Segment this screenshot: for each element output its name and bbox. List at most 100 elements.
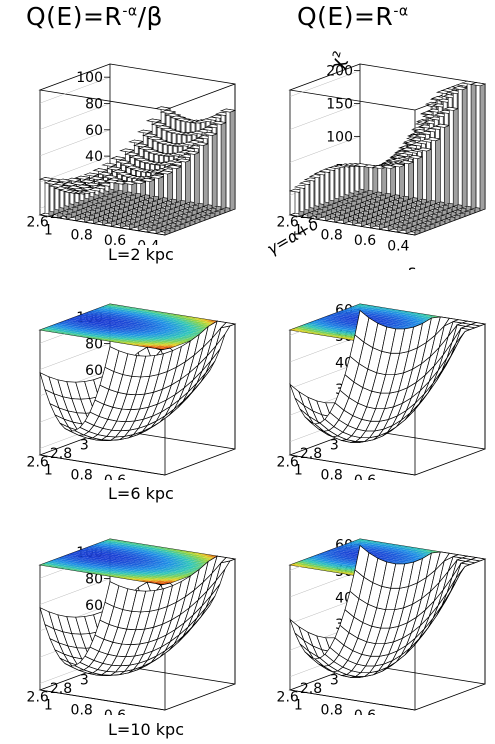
heatmap-cell [303,562,313,565]
heatmap-cell [132,317,143,320]
heatmap-cell [130,563,141,566]
heatmap-cell [102,308,112,312]
heatmap-cell [165,315,176,318]
heatmap-cell [92,544,103,547]
heatmap-cell [184,566,195,569]
heatmap-cell [108,326,118,329]
heatmap-cell [176,576,186,579]
heatmap-cell [368,309,378,312]
heatmap-cell [380,546,391,549]
heatmap-cell [131,572,142,576]
heatmap-cell [407,321,418,324]
heatmap-cell [105,559,116,562]
heatmap-cell [156,576,167,580]
heatmap-cell [343,553,354,556]
heatmap-cell [137,342,147,345]
heatmap-cell [337,569,347,572]
heatmap-cell [154,557,164,561]
heatmap-cell [126,551,137,554]
heatmap-cell [172,577,183,580]
heatmap-cell [88,565,98,569]
heatmap-cell [90,571,100,574]
heatmap-cell [399,314,410,317]
heatmap-cell [43,562,54,565]
delta-tick-label: 0.6 [354,473,376,480]
heatmap-cell [86,324,96,328]
heatmap-cell [381,543,392,546]
heatmap-cell [139,566,150,569]
heatmap-cell [162,329,173,332]
heatmap-cell [365,307,376,310]
heatmap-cell [52,330,63,333]
heatmap-cell [125,307,135,310]
heatmap-cell [99,336,110,339]
heatmap-cell [150,311,160,314]
heatmap-cell [387,312,397,315]
heatmap-cell [181,567,191,570]
heatmap-cell [175,550,185,553]
heatmap-cell [90,555,100,558]
heatmap-cell [101,547,112,550]
heatmap-cell [414,553,425,557]
heatmap-cell [375,542,385,545]
heatmap-cell [341,564,352,567]
heatmap-cell [187,333,198,336]
lego-bars [38,106,237,236]
delta-axis: 1 0.8 0.6 0.4 [294,697,410,715]
heatmap-cell [177,555,187,559]
heatmap-cell [74,332,85,335]
heatmap-cell [105,311,115,314]
heatmap-cell [182,564,192,567]
heatmap-cell [146,312,157,315]
heatmap-cell [394,310,404,313]
heatmap-cell [136,551,146,554]
heatmap-cell [109,541,119,544]
heatmap-cell [350,319,360,322]
heatmap-cell [118,326,128,329]
bar-side [211,133,218,209]
heatmap-cell [109,558,119,561]
gamma-axis: 3 2.82.6 [27,672,89,705]
heatmap-cell [127,577,138,580]
heatmap-cell [373,317,383,321]
heatmap-cell [171,551,182,554]
heatmap-cell [93,322,103,325]
heatmap-cell [395,319,405,322]
heatmap-cell [334,332,345,335]
heatmap-cell [157,325,167,328]
heatmap-cell [380,311,391,314]
heatmap-cell [69,327,79,331]
heatmap-cell [373,552,383,556]
surface-mesh [289,544,487,678]
heatmap-cell [95,559,106,562]
heatmap-cell [81,333,91,336]
heatmap-cell [395,554,405,557]
heatmap-cell [125,555,136,558]
heatmap-cell [156,312,167,315]
heatmap-cell [189,322,200,326]
heatmap-cell [178,565,189,568]
heatmap-cell [388,557,398,560]
heatmap-cell [156,345,166,348]
heatmap-cell [141,555,152,559]
heatmap-cell [325,550,335,553]
heatmap-cell [389,553,399,556]
heatmap-cell [94,550,105,553]
heatmap-cell [173,560,183,564]
heatmap-cell [349,306,360,309]
heatmap-cell [100,332,111,336]
heatmap-cell [102,325,112,328]
heatmap-cell [148,553,159,556]
heatmap-cell [98,548,108,552]
heatmap-cell [196,555,207,558]
heatmap-cell [63,558,74,561]
gamma-axis: 3 2.82.6 [277,437,339,470]
heatmap-cell [338,314,348,317]
heatmap-cell [313,561,323,565]
heatmap-cell [114,545,125,549]
heatmap-cell [99,571,110,574]
heatmap-cell [187,555,197,558]
heatmap-cell [145,336,155,339]
heatmap-cell [306,329,316,332]
heatmap-cell [173,325,183,329]
